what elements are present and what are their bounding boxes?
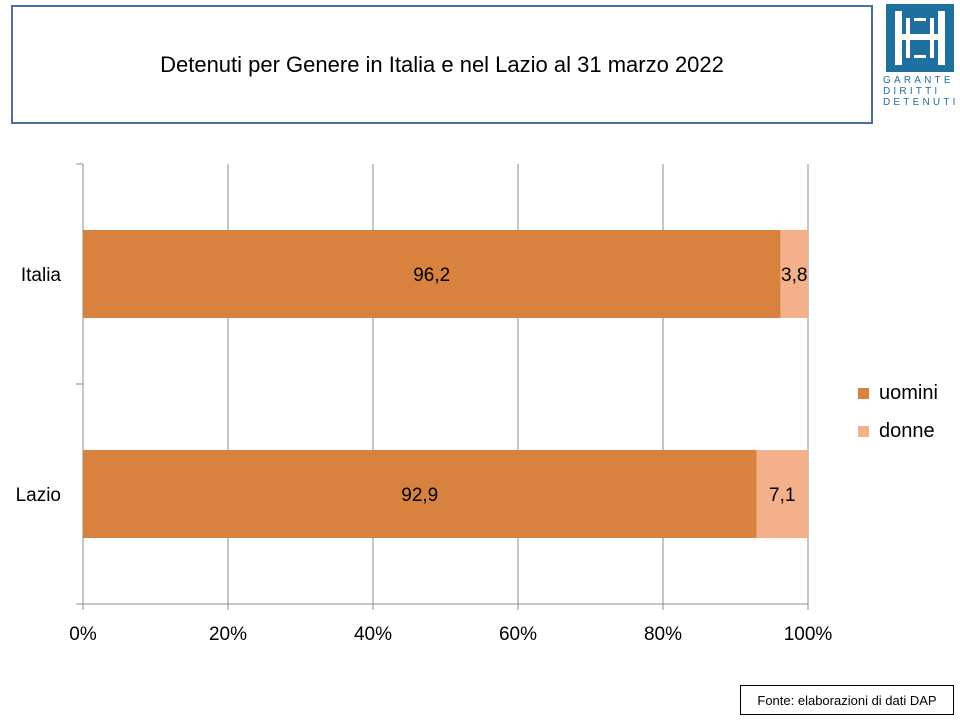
bar-uomini [83,450,757,538]
data-label-donne: 7,1 [769,485,795,506]
bar-donne [756,450,808,538]
bar-uomini [83,230,781,318]
garante-logo: GARANTE DIRITTI DETENUTI [880,4,958,110]
bar-donne [780,230,808,318]
legend: uomini donne [858,374,938,450]
title-box: Detenuti per Genere in Italia e nel Lazi… [11,5,873,124]
legend-swatch-donne [858,425,869,437]
garante-logo-mark-icon [886,4,954,72]
logo-line-2: DIRITTI [883,86,941,97]
category-label: Italia [21,265,62,286]
source-note: Fonte: elaborazioni di dati DAP [757,692,937,708]
data-label-uomini: 96,2 [413,265,450,286]
x-tick-label: 80% [644,624,682,645]
chart-area: 0% 20% 40% 60% 80% 100% Italia 96,2 3,8 Lazio 92,9… [0,140,960,660]
x-tick-label: 20% [209,624,247,645]
logo-line-1: GARANTE [883,75,954,86]
data-label-donne: 3,8 [781,265,807,286]
logo-line-3: DETENUTI [883,97,959,108]
x-tick-label: 0% [69,624,97,645]
legend-label-uomini: uomini [879,381,938,404]
x-tick-label: 100% [784,624,833,645]
legend-item-donne: donne [858,412,938,450]
chart-title: Detenuti per Genere in Italia e nel Lazi… [160,51,724,77]
source-box: Fonte: elaborazioni di dati DAP [740,685,954,715]
legend-swatch-uomini [858,387,869,399]
legend-item-uomini: uomini [858,374,938,412]
x-tick-label: 60% [499,624,537,645]
category-label: Lazio [16,485,61,506]
x-tick-label: 40% [354,624,392,645]
legend-label-donne: donne [879,419,935,442]
data-label-uomini: 92,9 [401,485,438,506]
bar-chart: 0% 20% 40% 60% 80% 100% Italia 96,2 3,8 Lazio 92,9… [16,163,833,645]
